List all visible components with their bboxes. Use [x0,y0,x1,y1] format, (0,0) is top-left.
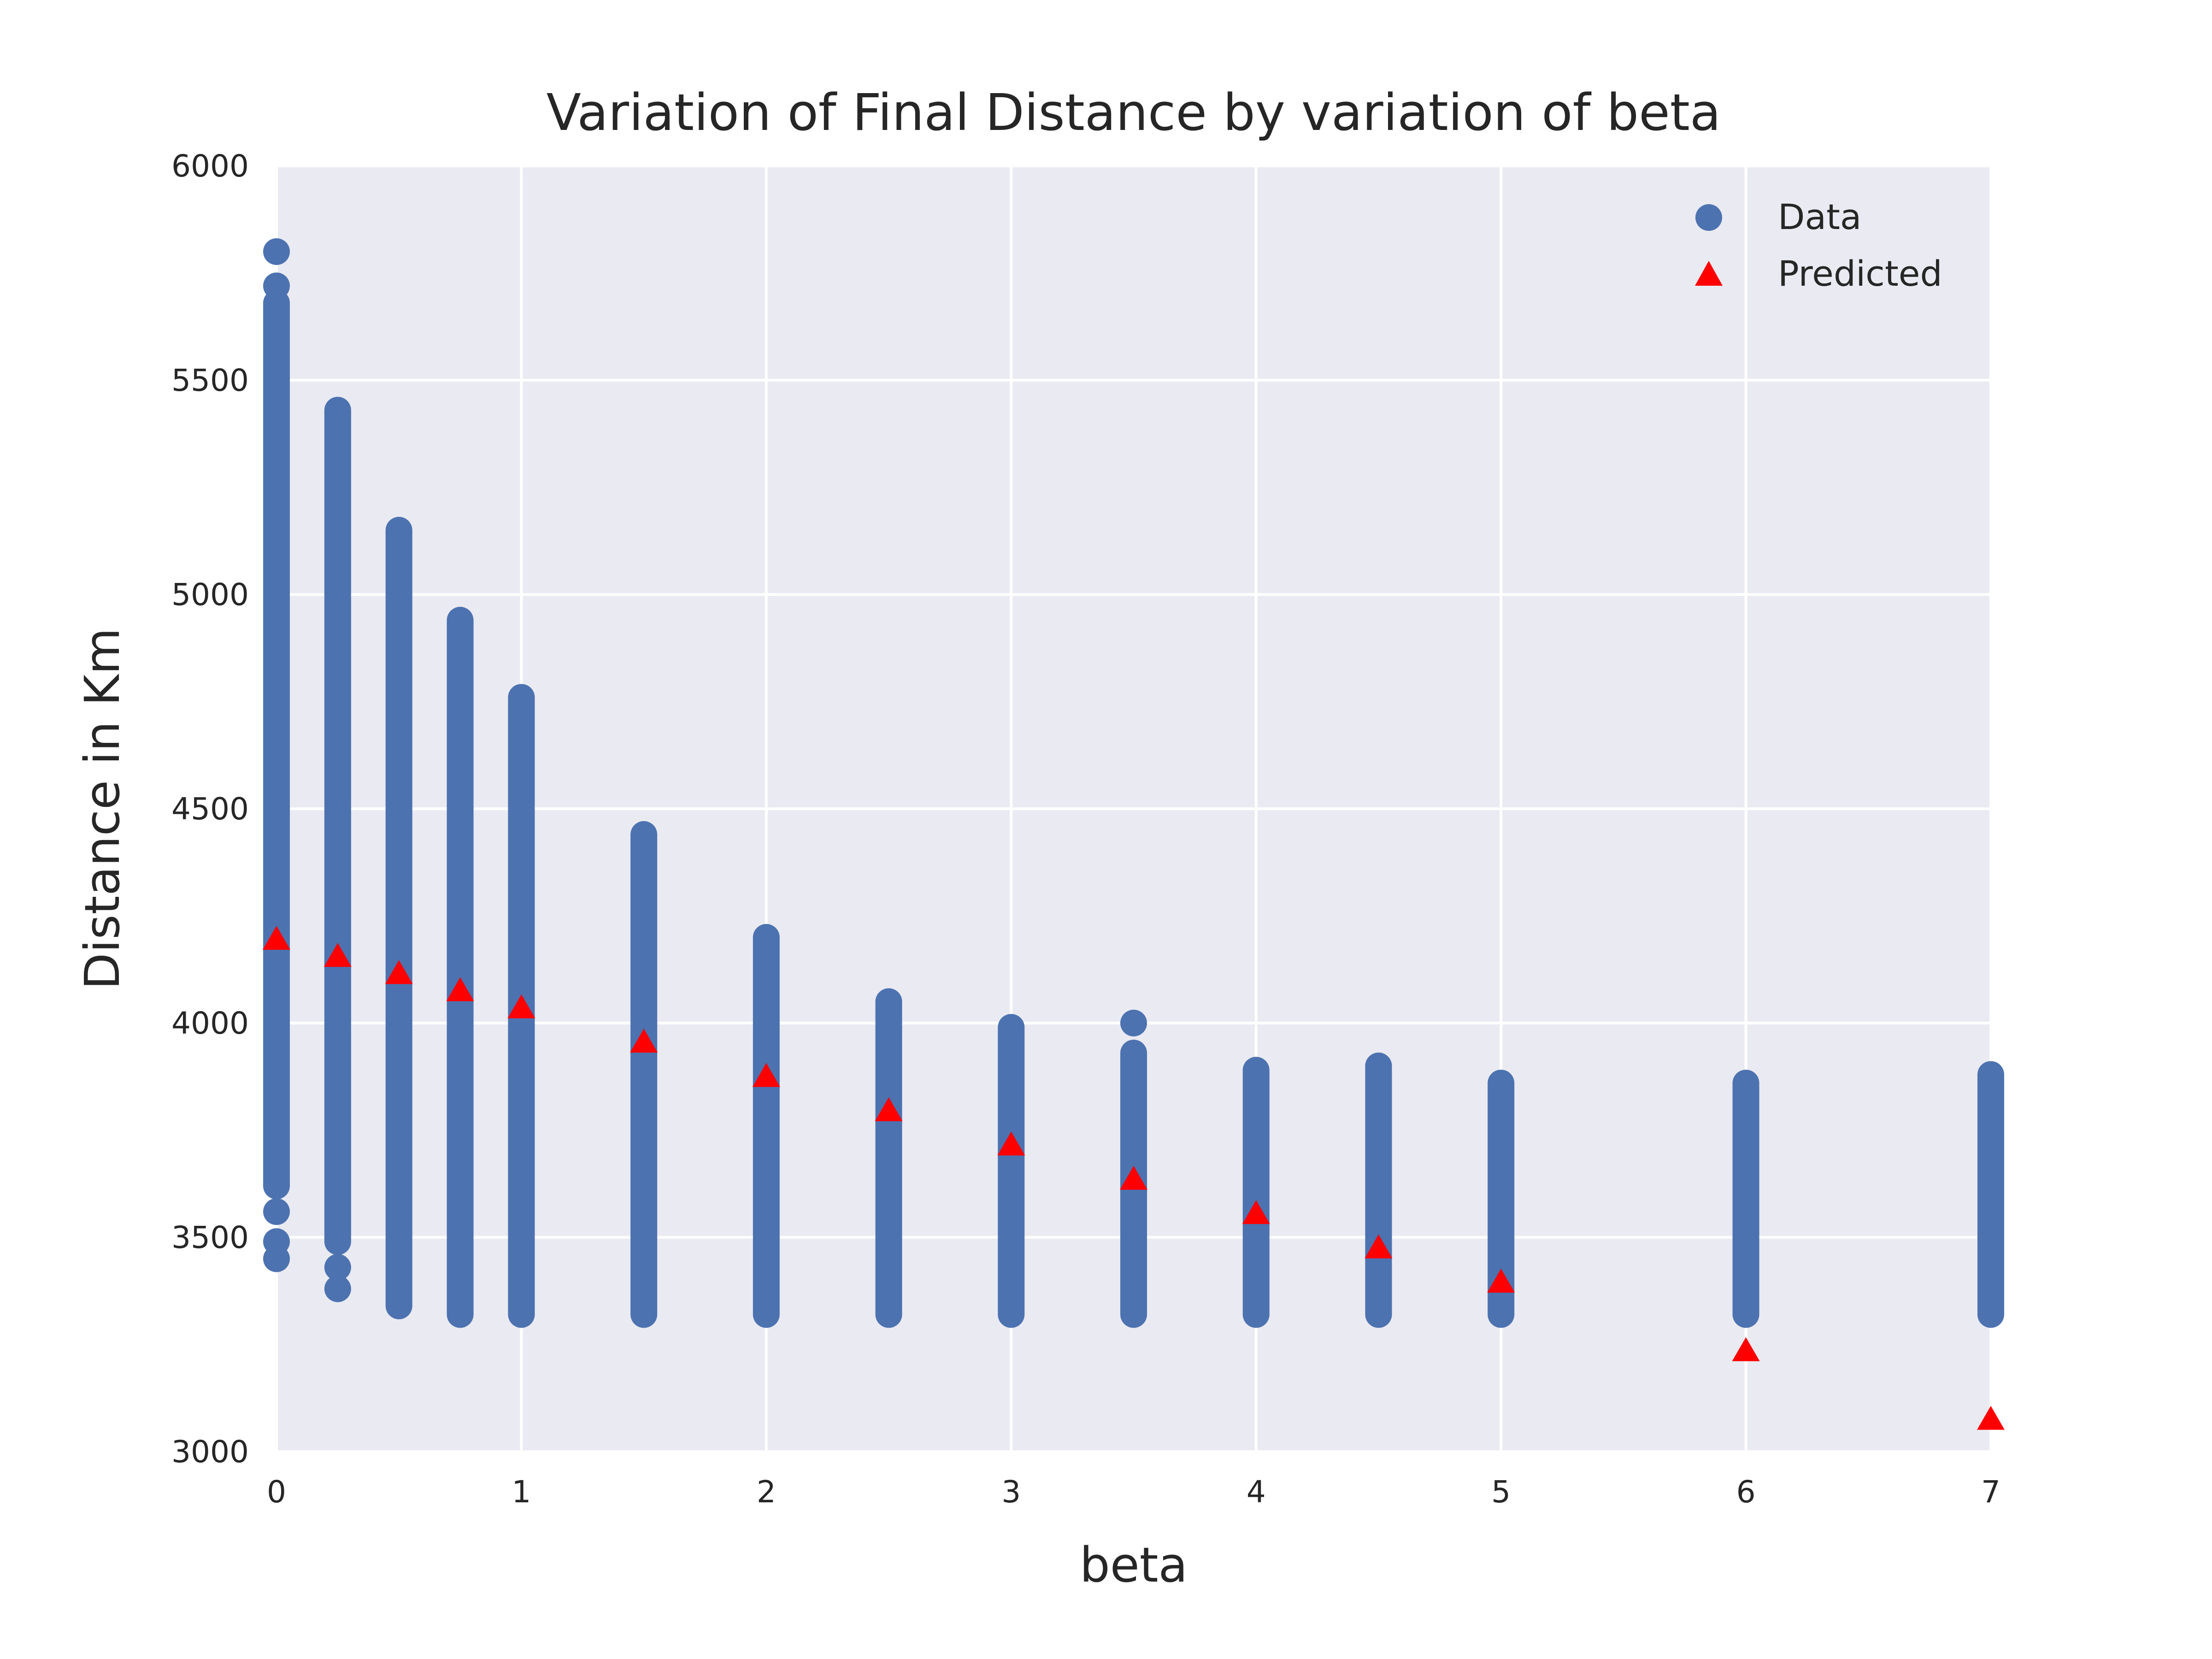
y-tick-labels: 3000 3500 4000 4500 5000 5500 6000 [171,148,249,1470]
x-axis-label: beta [1080,1537,1188,1593]
predicted-point [752,1063,780,1087]
predicted-point [263,925,290,950]
x-tick-label: 5 [1491,1474,1511,1510]
legend: Data Predicted [1695,196,1942,294]
predicted-point [630,1029,658,1053]
data-point [324,1275,351,1302]
data-point [324,1254,351,1281]
y-tick-label: 3000 [171,1434,249,1470]
x-tick-label: 3 [1001,1474,1021,1510]
y-tick-label: 4500 [171,791,249,827]
legend-predicted-label: Predicted [1778,253,1942,294]
data-point [263,238,290,265]
chart-title: Variation of Final Distance by variation… [547,83,1721,142]
y-tick-label: 6000 [171,148,249,184]
legend-data-label: Data [1778,196,1861,237]
y-tick-label: 4000 [171,1006,249,1041]
predicted-point [1365,1234,1393,1259]
x-tick-labels: 0 1 2 3 4 5 6 7 [267,1474,2000,1510]
y-axis-label: Distance in Km [74,628,130,989]
predicted-point [324,943,352,967]
predicted-point [875,1097,903,1121]
x-tick-label: 7 [1981,1474,2000,1510]
data-point [263,272,290,300]
predicted-point [1487,1268,1515,1293]
predicted-point [446,977,474,1001]
y-tick-label: 3500 [171,1220,249,1255]
predicted-series [263,925,2005,1430]
predicted-point [1242,1200,1270,1224]
x-tick-label: 6 [1736,1474,1756,1510]
legend-data-marker [1695,204,1722,231]
predicted-point [1120,1165,1147,1190]
predicted-point [1732,1337,1760,1361]
data-point [263,1245,290,1272]
legend-predicted-marker [1695,261,1723,286]
y-tick-label: 5000 [171,577,249,612]
predicted-point [385,960,413,984]
y-tick-label: 5500 [171,363,249,398]
x-tick-label: 1 [512,1474,531,1510]
x-tick-label: 0 [267,1474,286,1510]
predicted-point [507,994,535,1018]
data-series [263,238,2004,1328]
data-point [263,1198,290,1225]
x-tick-label: 2 [757,1474,776,1510]
data-point [1120,1010,1147,1036]
predicted-point [997,1131,1025,1156]
x-tick-label: 4 [1247,1474,1266,1510]
predicted-point [1977,1406,2005,1430]
